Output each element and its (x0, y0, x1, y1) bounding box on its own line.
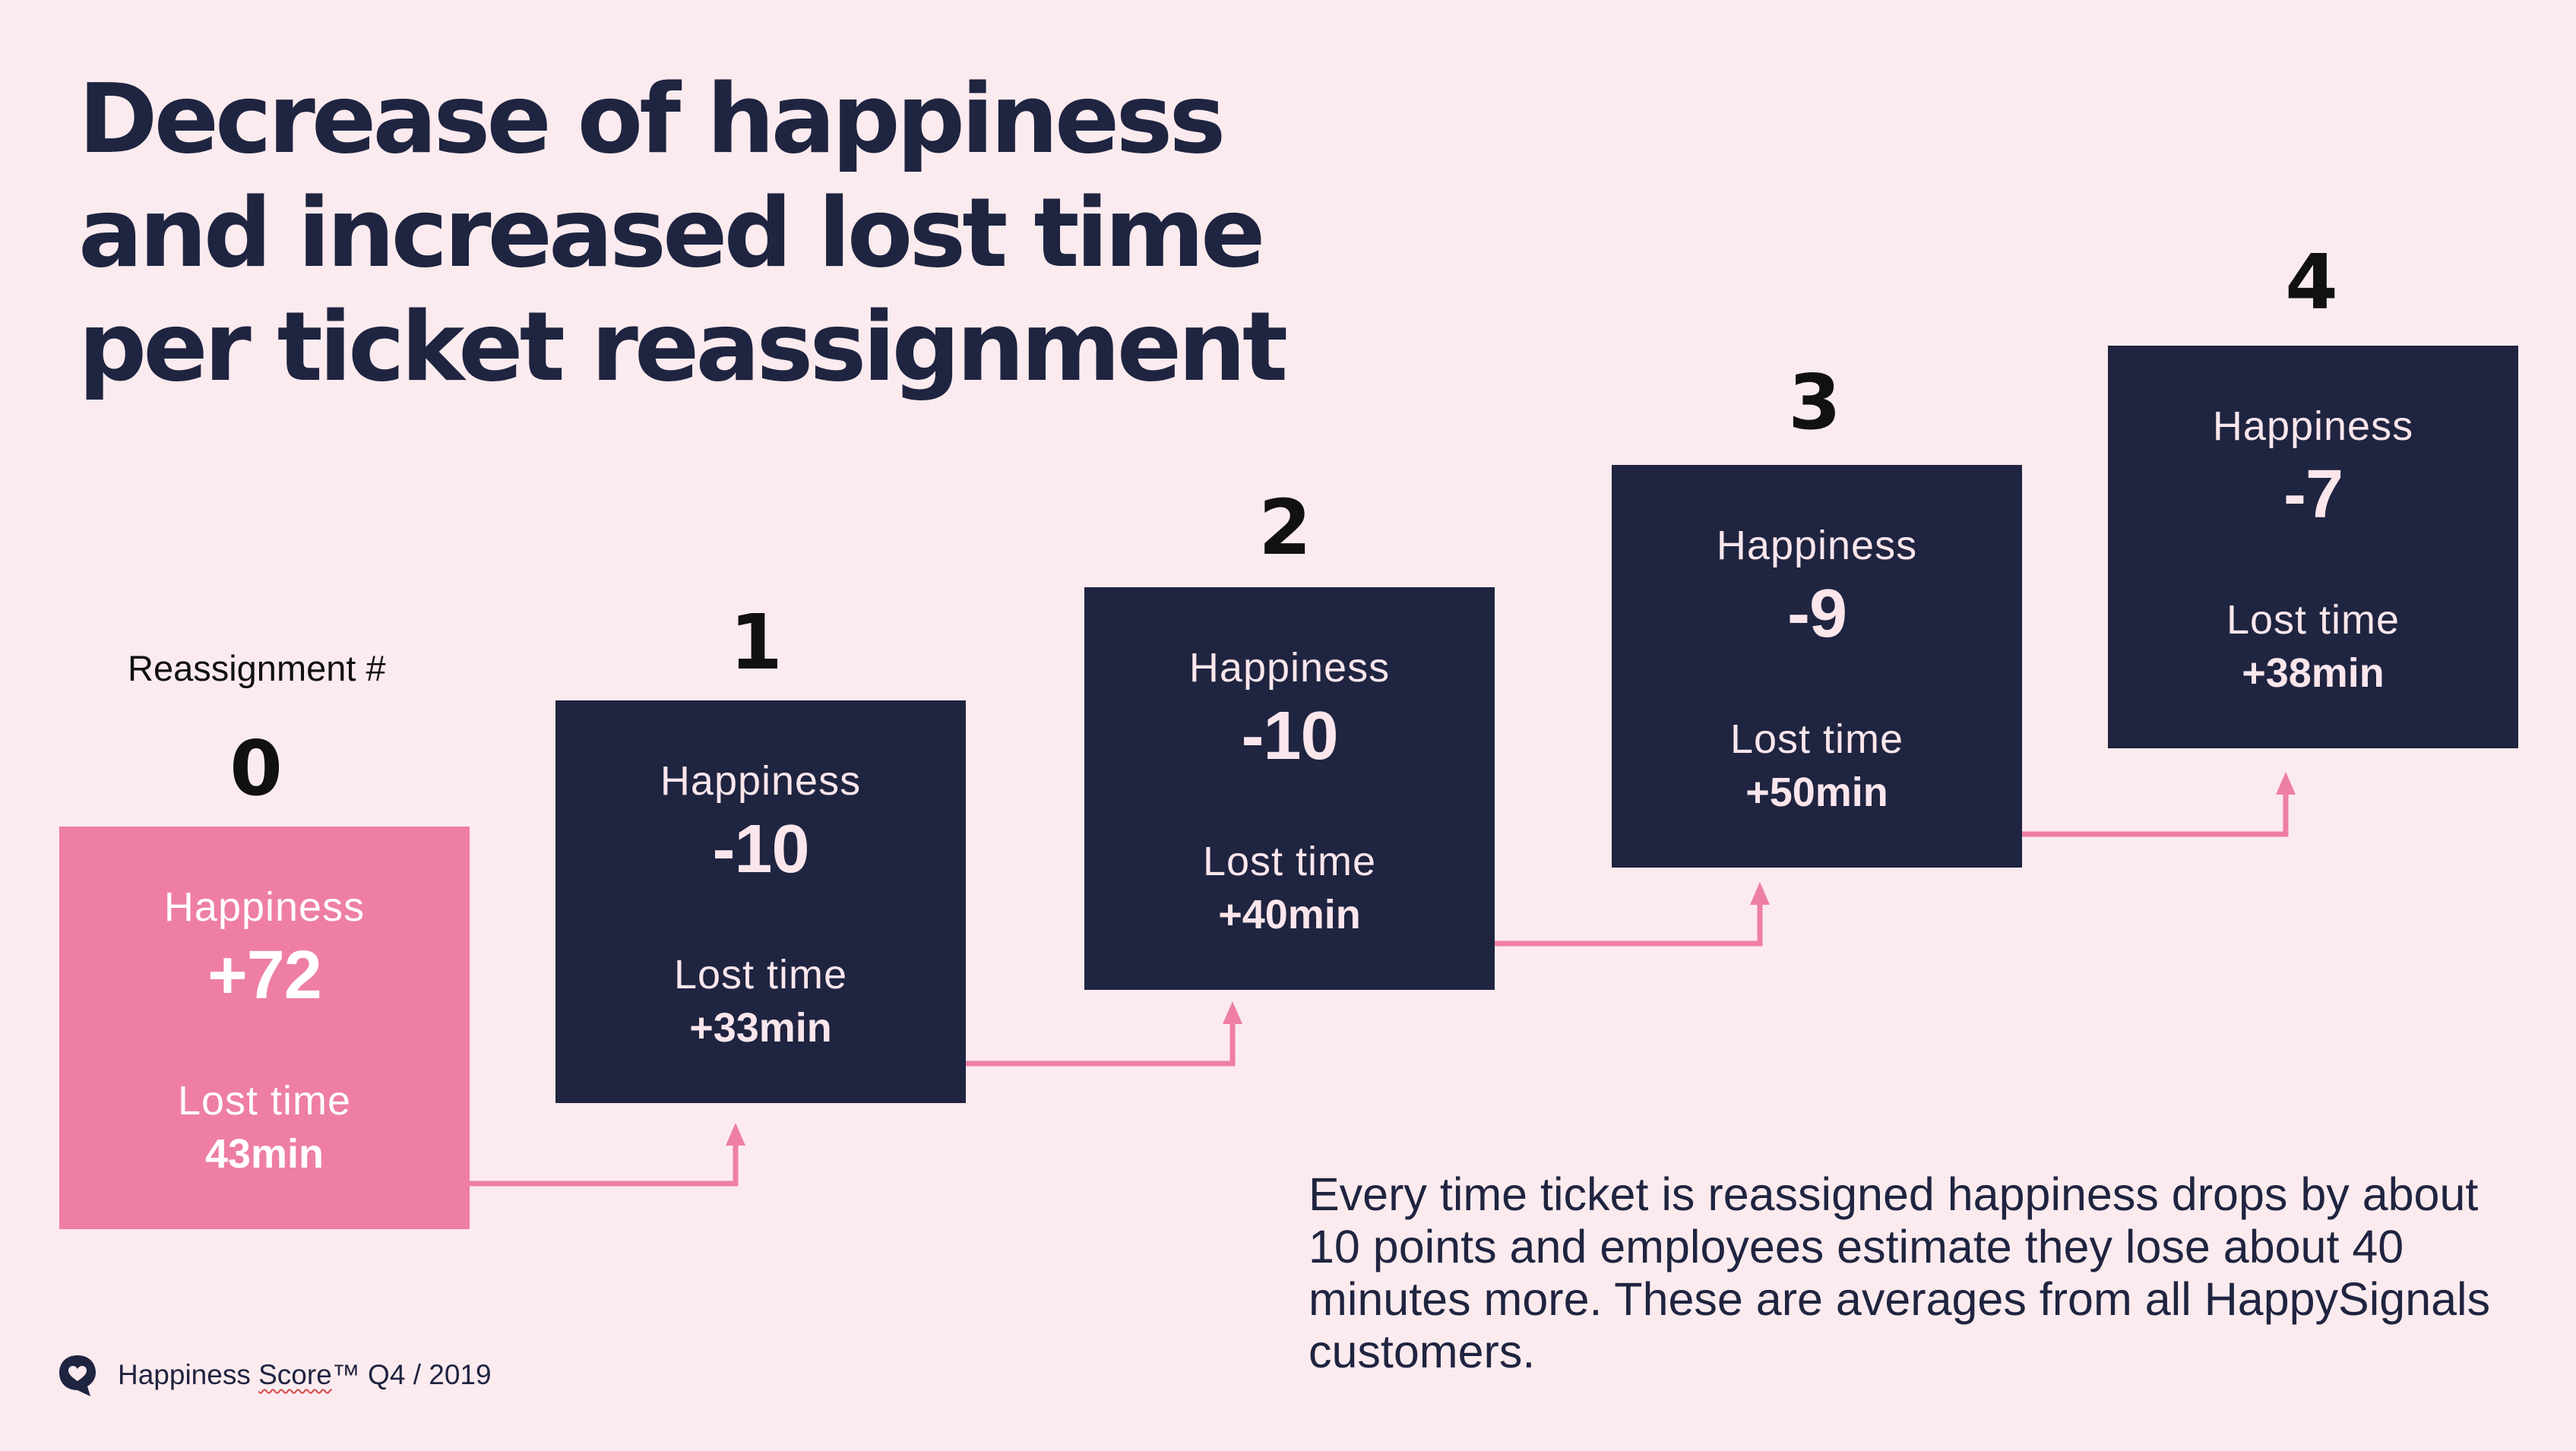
lost-time-label: Lost time (673, 952, 848, 997)
step-box-2: Happiness -10 Lost time +40min (1084, 587, 1495, 990)
lost-time-value: +38min (2242, 650, 2385, 696)
happiness-label: Happiness (1716, 523, 1918, 568)
lost-time-label: Lost time (2226, 597, 2400, 643)
step-number-0: 0 (229, 724, 283, 813)
summary-note: Every time ticket is reassigned happines… (1309, 1168, 2491, 1377)
happiness-label: Happiness (2212, 403, 2414, 449)
step-number-4: 4 (2285, 238, 2338, 327)
reassignment-label: Reassignment # (128, 648, 386, 688)
footer-brand: Happiness (118, 1359, 251, 1390)
arrow-0-to-1 (470, 1143, 739, 1187)
step-number-1: 1 (729, 598, 783, 687)
happiness-value: -9 (1786, 576, 1847, 652)
title-line-2: and increased lost time (78, 177, 1266, 289)
page-title: Decrease of happiness and increased lost… (78, 62, 1288, 404)
arrow-3-to-4 (2021, 792, 2289, 837)
heart-speech-bubble-icon (59, 1355, 96, 1396)
happiness-label: Happiness (660, 758, 862, 804)
happiness-value: -10 (712, 811, 809, 887)
happiness-value: -7 (2283, 457, 2343, 533)
happiness-label: Happiness (1188, 645, 1391, 691)
arrowhead-1 (726, 1123, 745, 1146)
step-box-0: Happiness +72 Lost time 43min (59, 827, 470, 1229)
step-box-3: Happiness -9 Lost time +50min (1612, 465, 2022, 868)
title-line-3: per ticket reassignment (78, 291, 1288, 403)
lost-time-value: +40min (1218, 892, 1361, 937)
step-number-2: 2 (1258, 483, 1312, 572)
step-box-4: Happiness -7 Lost time +38min (2108, 346, 2518, 748)
arrowhead-2 (1223, 1001, 1242, 1024)
title-line-1: Decrease of happiness (78, 63, 1226, 175)
arrow-1-to-2 (966, 1022, 1236, 1067)
happiness-value: -10 (1241, 698, 1338, 774)
lost-time-value: +50min (1745, 770, 1888, 815)
footer: Happiness Score ™ Q4 / 2019 (57, 1352, 492, 1398)
lost-time-label: Lost time (1202, 839, 1377, 884)
arrowhead-4 (2276, 772, 2296, 795)
footer-period: ™ Q4 / 2019 (331, 1359, 492, 1390)
footer-score-word: Score (258, 1359, 332, 1390)
lost-time-label: Lost time (177, 1078, 352, 1124)
step-number-3: 3 (1788, 358, 1841, 447)
arrow-2-to-3 (1492, 903, 1763, 947)
lost-time-value: +33min (689, 1005, 832, 1051)
step-box-1: Happiness -10 Lost time +33min (555, 700, 966, 1103)
arrowhead-3 (1750, 882, 1770, 905)
happiness-value: +72 (207, 937, 322, 1013)
happiness-label: Happiness (163, 884, 366, 930)
lost-time-value: 43min (204, 1131, 324, 1177)
lost-time-label: Lost time (1729, 716, 1904, 762)
